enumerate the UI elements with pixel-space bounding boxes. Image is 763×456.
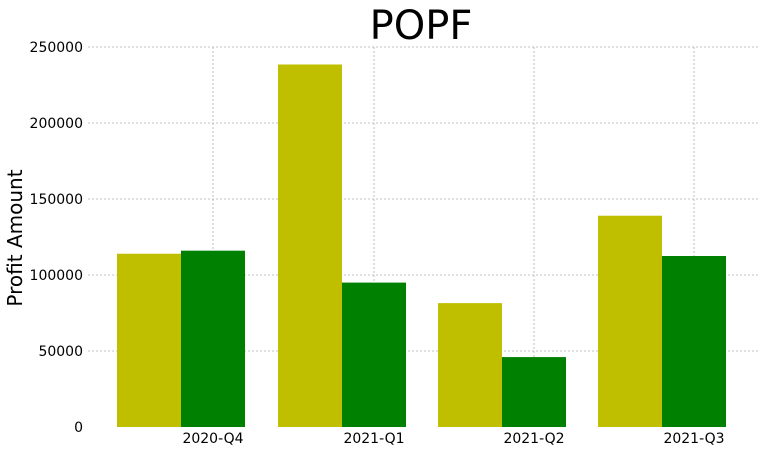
x-tick-labels: 2020-Q4 2021-Q1 2021-Q2 2021-Q3	[182, 431, 724, 447]
y-tick-label: 250000	[30, 40, 83, 56]
bar-series-2-2021-Q1	[342, 282, 406, 427]
x-tick-label: 2021-Q1	[343, 431, 404, 447]
bar-series-2-2020-Q4	[181, 250, 245, 427]
bar-series-2-2021-Q3	[662, 256, 726, 427]
y-tick-label: 200000	[30, 116, 83, 132]
bar-series-1-2021-Q1	[278, 64, 342, 427]
bars	[117, 64, 726, 427]
y-axis-label: Profit Amount	[3, 169, 27, 306]
y-tick-labels: 0 50000 100000 150000 200000 250000	[30, 40, 83, 436]
bar-series-1-2021-Q2	[438, 303, 502, 427]
x-tick-label: 2020-Q4	[182, 431, 243, 447]
x-tick-label: 2021-Q3	[663, 431, 724, 447]
bar-series-1-2021-Q3	[598, 215, 662, 427]
y-tick-label: 0	[74, 420, 83, 436]
bar-series-1-2020-Q4	[117, 253, 181, 427]
chart-title: POPF	[370, 3, 473, 49]
y-tick-label: 100000	[30, 268, 83, 284]
y-tick-label: 50000	[38, 344, 83, 360]
y-tick-label: 150000	[30, 192, 83, 208]
bar-series-2-2021-Q2	[502, 357, 566, 427]
x-tick-label: 2021-Q2	[503, 431, 564, 447]
